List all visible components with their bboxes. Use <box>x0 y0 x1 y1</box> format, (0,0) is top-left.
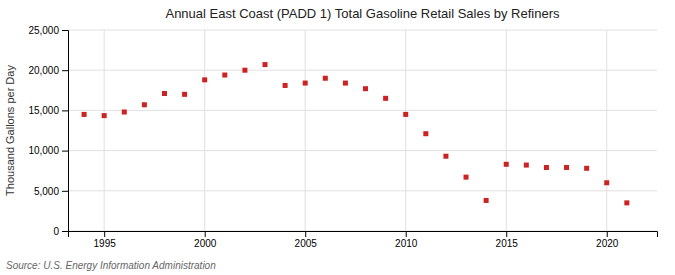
tick-label: 25,000 <box>28 25 59 36</box>
point <box>484 198 489 203</box>
tick-mark <box>506 231 507 237</box>
tick: 0 <box>53 226 68 237</box>
point <box>343 81 348 86</box>
grid-line-y <box>68 110 657 111</box>
point <box>403 112 408 117</box>
point <box>524 163 529 168</box>
tick-label: 1995 <box>94 238 117 249</box>
grid-line-y <box>68 70 657 71</box>
point <box>624 200 629 205</box>
tick-mark <box>62 30 68 31</box>
tick-mark <box>62 110 68 111</box>
y-axis-label: Thousand Gallons per Day <box>4 65 16 196</box>
tick-label: 10,000 <box>28 145 59 156</box>
tick-label: 2015 <box>496 238 519 249</box>
tick-mark <box>305 231 306 237</box>
tick: 2015 <box>496 231 519 249</box>
tick: 2020 <box>596 231 619 249</box>
tick-mark <box>104 231 105 237</box>
chart-svg: 1995 2000 2005 2010 2015 2020 0 5,000 10,000 15,0… <box>0 0 675 275</box>
axis-line <box>69 232 658 238</box>
source-note: Source: U.S. Energy Information Administ… <box>6 260 216 271</box>
tick: 20,000 <box>28 65 68 76</box>
tick-label: 15,000 <box>28 105 59 116</box>
point <box>263 62 268 67</box>
point <box>504 162 509 167</box>
y-axis: 0 5,000 10,000 15,000 20,000 25,000 <box>28 25 68 237</box>
grid-line-x <box>204 30 205 231</box>
point <box>242 68 247 73</box>
tick-label: 2005 <box>295 238 318 249</box>
grid-line-x <box>305 30 306 231</box>
tick-mark <box>62 151 68 152</box>
marks <box>82 62 630 205</box>
grid-line-x <box>405 30 406 231</box>
grid-line-y <box>68 150 657 151</box>
tick-label: 0 <box>53 226 59 237</box>
grid-line-x <box>606 30 607 231</box>
grid-line-y <box>68 30 657 31</box>
point <box>544 165 549 170</box>
tick: 25,000 <box>28 25 68 36</box>
tick-label: 5,000 <box>34 186 59 197</box>
axis-line <box>62 31 69 232</box>
tick-mark <box>62 231 68 232</box>
grid-line-y <box>68 190 657 191</box>
point <box>584 166 589 171</box>
point <box>142 102 147 107</box>
point <box>82 112 87 117</box>
point <box>222 73 227 78</box>
x-axis: 1995 2000 2005 2010 2015 2020 <box>69 231 658 249</box>
tick: 5,000 <box>34 186 68 197</box>
grid <box>68 30 657 231</box>
point <box>303 81 308 86</box>
point <box>122 110 127 115</box>
point <box>383 96 388 101</box>
tick-label: 2020 <box>596 238 619 249</box>
point <box>363 86 368 91</box>
point <box>202 77 207 82</box>
grid-line-x <box>506 30 507 231</box>
point <box>464 175 469 180</box>
point <box>102 113 107 118</box>
point <box>182 92 187 97</box>
point <box>564 165 569 170</box>
title: Annual East Coast (PADD 1) Total Gasolin… <box>165 6 560 21</box>
tick-mark <box>62 70 68 71</box>
grid-line-x <box>104 30 105 231</box>
tick-label: 2000 <box>194 238 217 249</box>
tick: 2000 <box>194 231 217 249</box>
point <box>443 154 448 159</box>
point <box>323 76 328 81</box>
point <box>423 131 428 136</box>
tick-label: 20,000 <box>28 65 59 76</box>
tick: 2005 <box>295 231 318 249</box>
point <box>604 180 609 185</box>
tick: 10,000 <box>28 145 68 156</box>
tick-label: 2010 <box>395 238 418 249</box>
tick-mark <box>62 191 68 192</box>
tick: 2010 <box>395 231 418 249</box>
tick-mark <box>406 231 407 237</box>
point <box>283 83 288 88</box>
tick-mark <box>205 231 206 237</box>
tick: 15,000 <box>28 105 68 116</box>
point <box>162 91 167 96</box>
plot-area: 1995 2000 2005 2010 2015 2020 0 5,000 10,000 15,0… <box>28 25 657 249</box>
tick: 1995 <box>94 231 117 249</box>
tick-mark <box>607 231 608 237</box>
